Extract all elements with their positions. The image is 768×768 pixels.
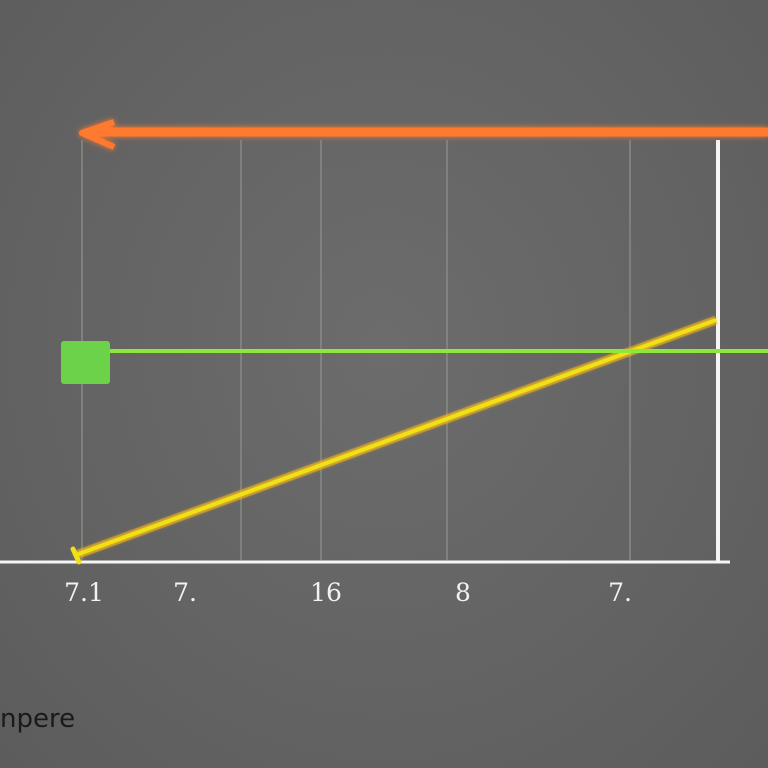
arrow <box>79 119 768 150</box>
x-tick-label: 7. <box>173 578 197 607</box>
series-layer <box>61 315 768 565</box>
tick-labels: 7.1 7. 16 8 7. <box>64 578 632 607</box>
series-1-start-mark <box>70 546 82 565</box>
x-tick-label: 7. <box>608 578 632 607</box>
x-tick-label: 8 <box>455 578 471 607</box>
series-2-marker <box>61 341 110 384</box>
series-1-line <box>75 318 717 557</box>
x-tick-label: 7.1 <box>64 578 104 607</box>
arrow-head <box>79 119 116 150</box>
watermark: npere <box>0 704 75 734</box>
x-tick-label: 16 <box>310 578 342 607</box>
